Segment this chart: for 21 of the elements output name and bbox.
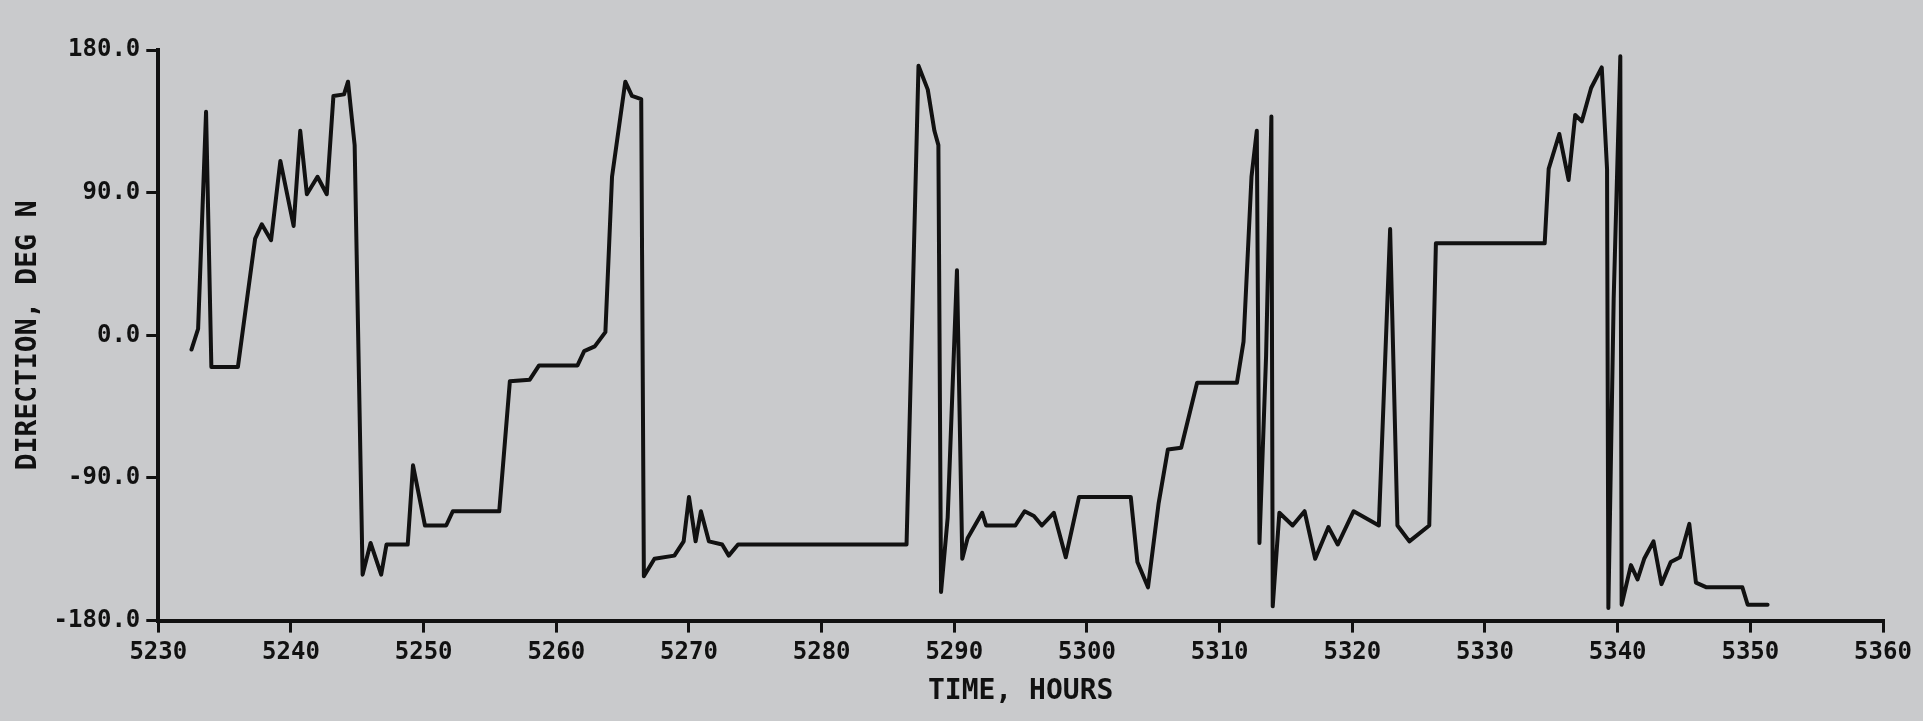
x-tick-label: 5350 bbox=[1721, 637, 1780, 666]
x-tick-label: 5300 bbox=[1058, 637, 1116, 666]
x-tick-label: 5290 bbox=[925, 637, 984, 666]
x-tick-label: 5230 bbox=[129, 637, 188, 666]
y-tick-label: -90.0 bbox=[68, 462, 141, 491]
y-tick-label: -180.0 bbox=[53, 604, 141, 633]
x-tick-label: 5310 bbox=[1190, 637, 1249, 666]
x-tick-label: 5280 bbox=[792, 637, 851, 666]
x-tick-label: 5330 bbox=[1456, 637, 1514, 666]
x-tick-label: 5250 bbox=[394, 637, 453, 666]
x-tick-label: 5260 bbox=[527, 637, 586, 666]
y-tick-label: 0.0 bbox=[96, 319, 141, 348]
x-tick-label: 5340 bbox=[1588, 637, 1647, 666]
y-tick-label: 180.0 bbox=[68, 34, 141, 63]
y-axis-title: DIRECTION, DEG N bbox=[10, 200, 44, 471]
x-tick-label: 5320 bbox=[1323, 637, 1382, 666]
x-axis-title: TIME, HOURS bbox=[927, 673, 1114, 707]
x-tick-label: 5270 bbox=[660, 637, 718, 666]
x-tick-label: 5240 bbox=[262, 637, 320, 666]
x-tick-label: 5360 bbox=[1854, 637, 1912, 666]
y-tick-label: 90.0 bbox=[82, 176, 141, 205]
